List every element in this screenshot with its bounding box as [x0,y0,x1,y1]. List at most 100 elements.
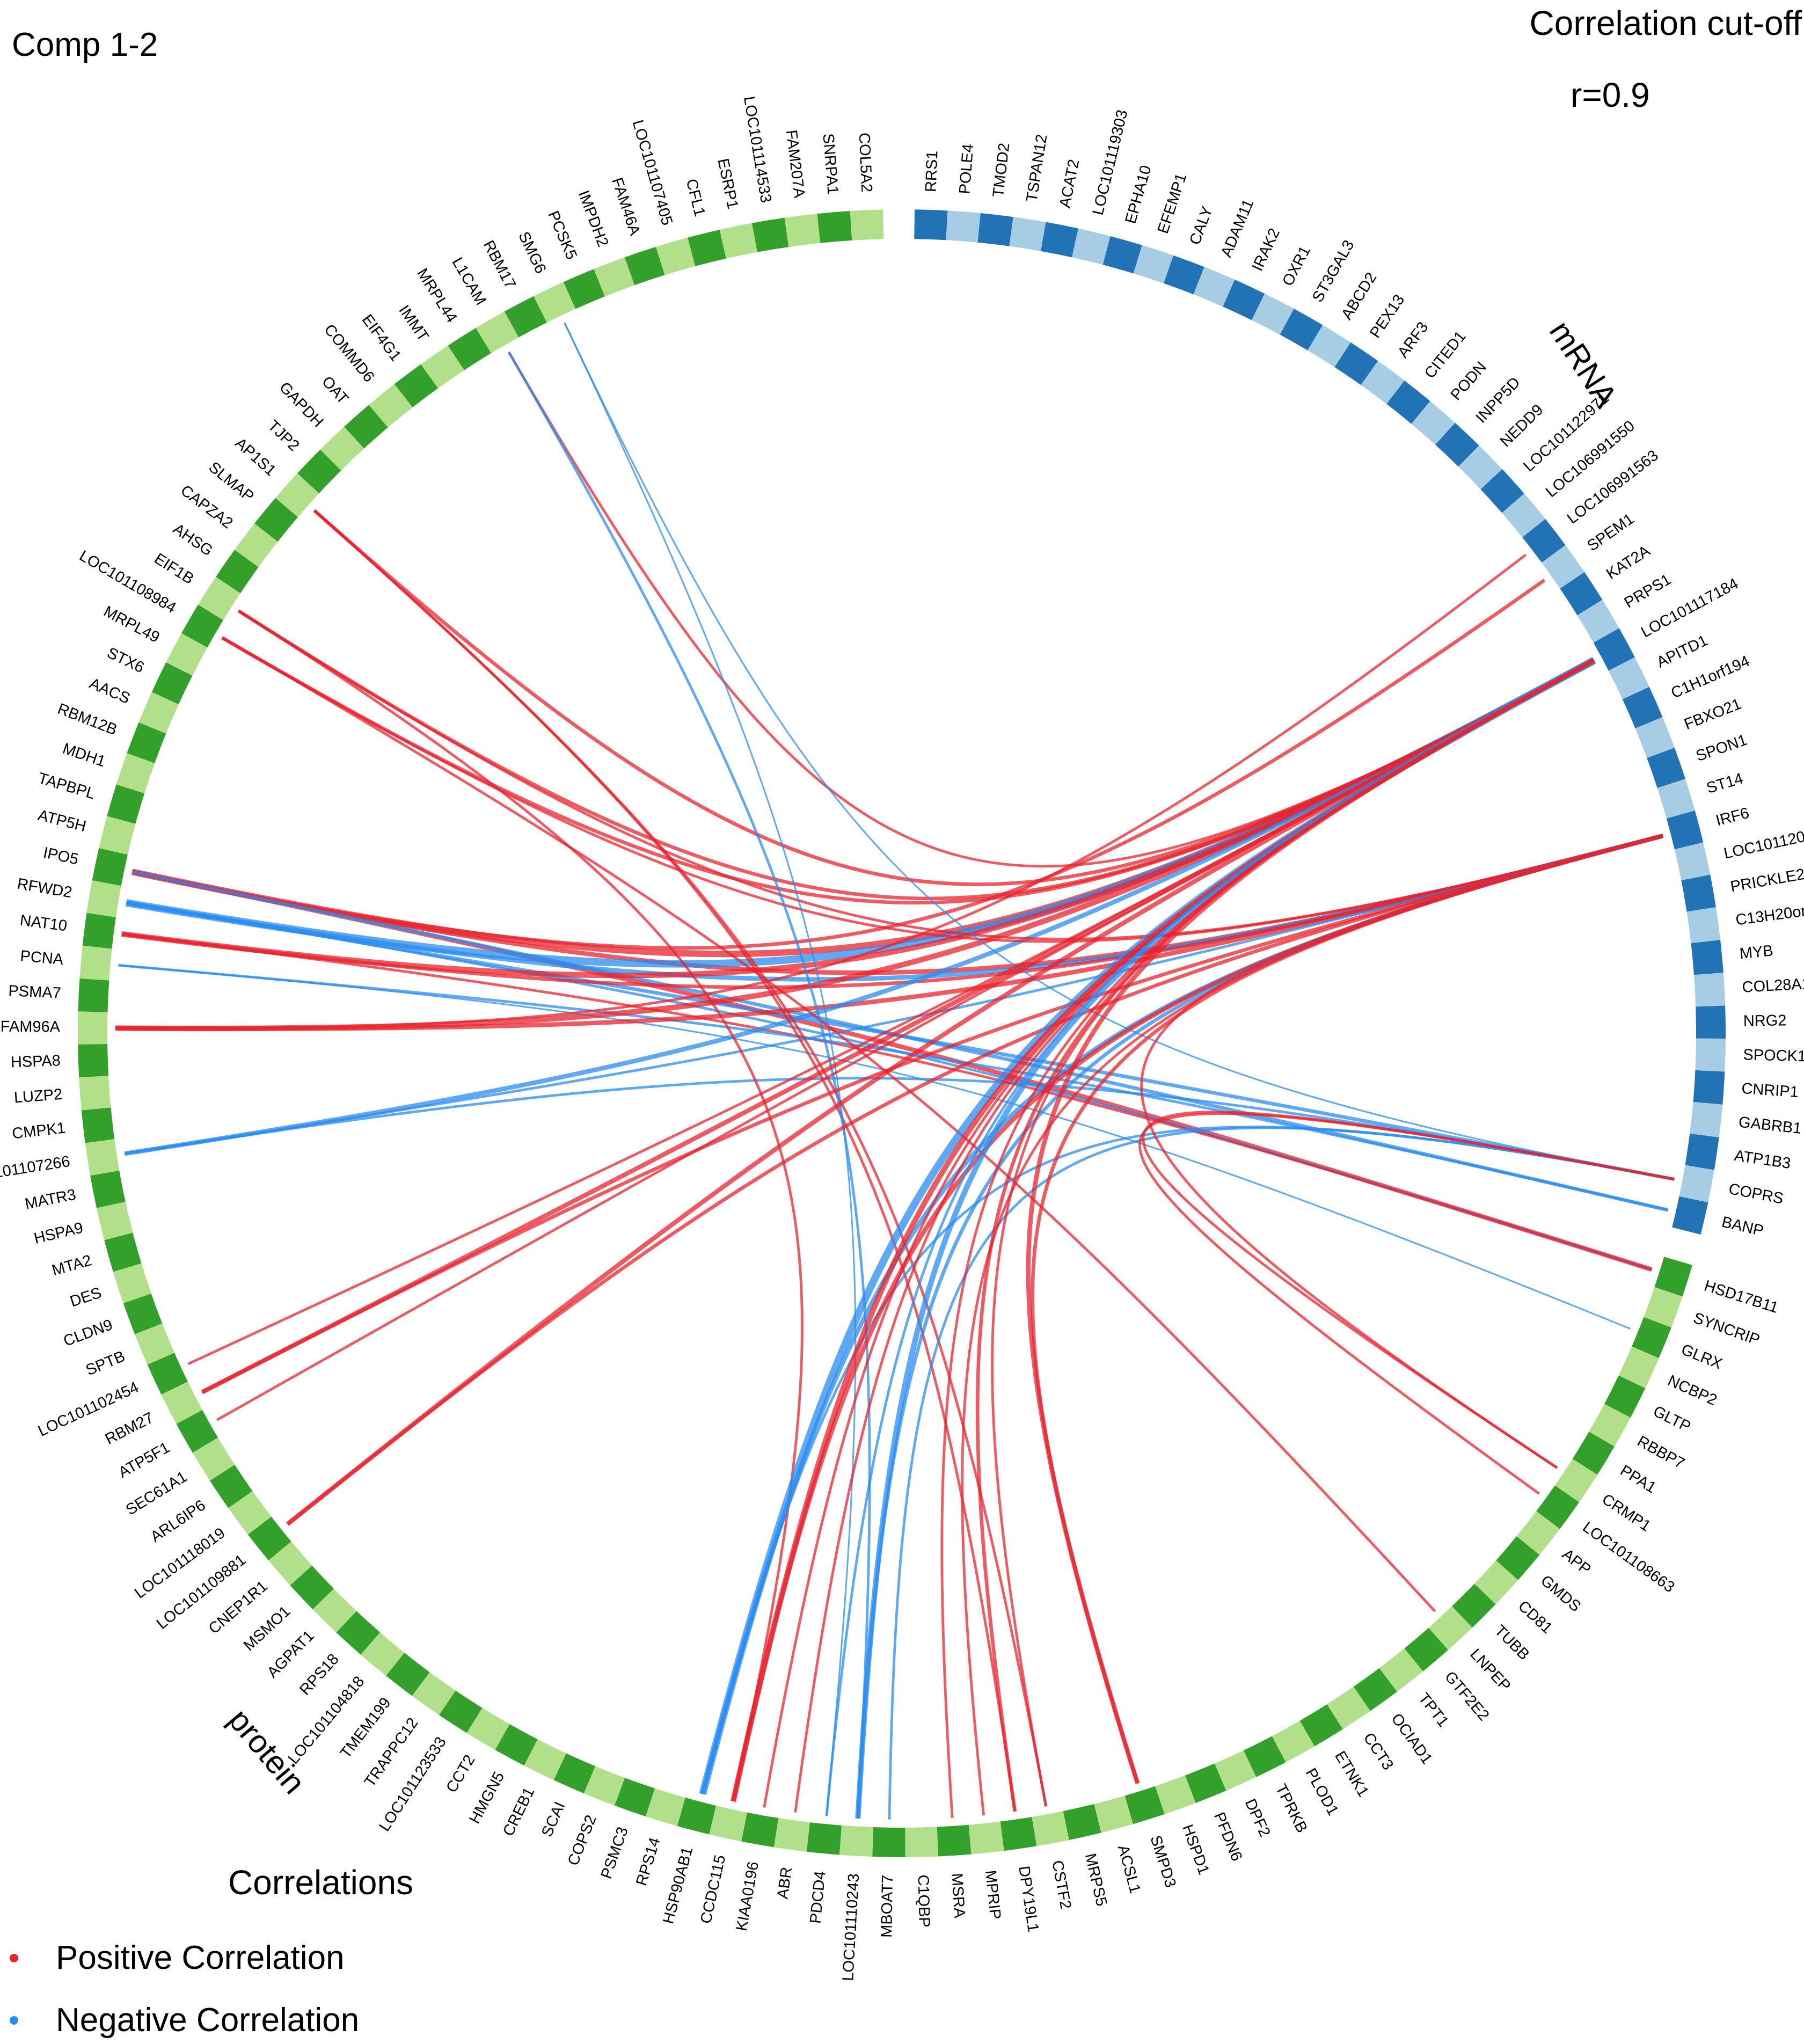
gene-label: PRPS1 [1622,571,1674,612]
gene-label: STX6 [104,644,147,676]
correlation-link [115,553,1527,1030]
block-name-label: mRNA [1543,315,1624,414]
correlation-link [237,609,1595,901]
correlation-link [115,834,1664,1031]
correlation-link [888,1126,1675,1820]
gene-label: COPRS [1727,1180,1785,1208]
gene-label: LUZP2 [13,1086,63,1107]
correlation-link [121,932,1653,1271]
ring-segment [1593,628,1635,671]
gene-label: DPY19L1 [1015,1865,1042,1933]
ring-segment [1411,401,1456,445]
legend-title: Correlations [228,1863,414,1902]
ring-segment [466,1707,510,1750]
negative-swatch [10,2016,18,2025]
ring-segment [254,498,298,542]
gene-label: PLOD1 [1302,1765,1342,1819]
ring-segment [1334,342,1378,385]
ring-segment [1155,1775,1196,1814]
gene-label: ST14 [1705,770,1745,797]
ring-segment [719,223,757,259]
ring-segment [85,1139,120,1176]
gene-label: TAPBPL [36,770,97,803]
ring-segment [1572,1432,1615,1475]
gene-label: EIF4G1 [359,311,405,364]
gene-label: EFEMP1 [1155,171,1190,236]
ring-segment [806,1822,842,1855]
ring-segment [210,1464,253,1508]
gene-label: BANP [1720,1214,1765,1240]
ring-segment [161,1382,202,1424]
ring-segment [1361,361,1405,404]
ring-segment [235,523,278,567]
gene-label: APP [1559,1546,1594,1579]
ring-segment [336,1611,381,1655]
ring-segment [1124,1786,1165,1824]
ring-segment [192,1437,235,1481]
ring-segment [81,1107,115,1143]
ring-segment [420,345,464,389]
ring-segment [1502,493,1546,538]
gene-label: RBM12B [55,700,120,739]
ring-segment [524,1739,566,1780]
ring-segment [1000,1817,1037,1851]
correlation-link [201,834,1663,1394]
ring-segment [1681,874,1716,912]
legend-negative: Negative Correlation [10,2001,359,2039]
gene-label: IRF6 [1714,805,1751,830]
gene-label: MYB [1739,942,1774,962]
ring-segment [79,945,112,981]
gene-label: SNRPA1 [819,133,841,195]
gene-label: C13H20orf27 [1735,900,1804,929]
gene-label: RBM17 [480,238,519,292]
gene-label: INPP5D [1473,374,1524,427]
gene-label: ARF3 [1394,319,1432,361]
gene-label: SMPD3 [1146,1834,1179,1890]
ring-segment [1474,1560,1518,1604]
ring-segment [1542,545,1584,589]
ring-segment [850,209,884,240]
ring-segment [1185,1763,1226,1804]
gene-label: COPS2 [565,1813,600,1868]
ring-segment [1589,1404,1631,1447]
gene-label: MRPL49 [101,603,163,646]
ring-segment [905,1827,939,1857]
ring-segment [99,816,136,855]
gene-label: IPO5 [42,844,80,868]
ring-segment [1657,779,1695,819]
gene-label: GMDS [1537,1572,1584,1616]
ring-segment [872,1827,905,1858]
correlation-link [286,658,1595,1526]
ring-segment [92,848,128,886]
ring-segment [1647,748,1686,789]
gene-label: NEDD9 [1497,402,1547,451]
ring-segment [1223,279,1265,320]
gene-label: ABCD2 [1338,269,1380,323]
ring-segment [1009,217,1046,251]
ring-segment [1632,1317,1671,1359]
ring-segment [751,217,789,252]
gene-label: MRPS5 [1082,1852,1110,1908]
ring-segment [412,1672,456,1716]
ring-segment [563,269,605,309]
gene-label: MRPL44 [413,266,460,326]
ring-segment [127,722,166,763]
correlation-link [124,658,1595,1156]
gene-label: SMG6 [515,229,549,276]
ring-segment [78,978,109,1012]
ring-segment [135,1323,174,1365]
gene-label: ACSL1 [1114,1843,1144,1895]
ring-segment [1102,236,1142,274]
ring-segment [90,1170,126,1208]
ring-segment [312,1588,357,1633]
gene-label: IRAK2 [1249,225,1283,273]
gene-label: PDCD4 [807,1870,829,1924]
gene-label: CCT2 [443,1752,478,1795]
gene-label: RBM27 [103,1409,157,1448]
gene-label: ETNK1 [1331,1748,1372,1800]
gene-label: ACAT2 [1056,158,1083,209]
gene-label: PODN [1448,359,1490,404]
gene-label: COL28A1 [1742,975,1804,996]
correlation-link [1026,658,1595,1784]
